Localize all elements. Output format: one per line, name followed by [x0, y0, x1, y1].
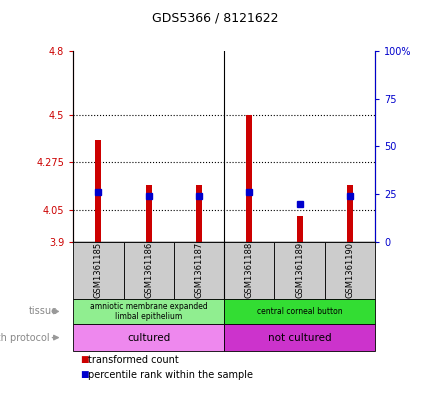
Text: central corneal button: central corneal button [256, 307, 341, 316]
Text: tissue: tissue [29, 307, 58, 316]
Text: GSM1361187: GSM1361187 [194, 242, 203, 298]
Text: GSM1361188: GSM1361188 [244, 242, 253, 298]
Bar [346, 184, 352, 242]
Bar [224, 242, 274, 299]
Text: ■: ■ [80, 355, 88, 364]
Text: amniotic membrane expanded
limbal epithelium: amniotic membrane expanded limbal epithe… [89, 302, 207, 321]
Bar [296, 216, 302, 242]
Bar [95, 140, 101, 242]
Bar [123, 242, 173, 299]
Text: percentile rank within the sample: percentile rank within the sample [88, 369, 253, 380]
Text: not cultured: not cultured [267, 332, 331, 343]
Text: GSM1361185: GSM1361185 [94, 242, 103, 298]
Text: ■: ■ [80, 370, 88, 379]
Bar [224, 324, 374, 351]
Bar [73, 324, 224, 351]
Text: cultured: cultured [127, 332, 170, 343]
Bar [196, 184, 202, 242]
Bar [224, 299, 374, 324]
Bar [246, 115, 252, 242]
Text: GSM1361189: GSM1361189 [295, 242, 303, 298]
Text: growth protocol: growth protocol [0, 332, 49, 343]
Text: GSM1361186: GSM1361186 [144, 242, 153, 298]
Bar [73, 299, 224, 324]
Text: transformed count: transformed count [88, 354, 179, 365]
Text: GDS5366 / 8121622: GDS5366 / 8121622 [152, 11, 278, 24]
Bar [324, 242, 374, 299]
Bar [73, 242, 123, 299]
Bar [173, 242, 224, 299]
Bar [145, 184, 151, 242]
Bar [274, 242, 324, 299]
Text: GSM1361190: GSM1361190 [344, 242, 353, 298]
